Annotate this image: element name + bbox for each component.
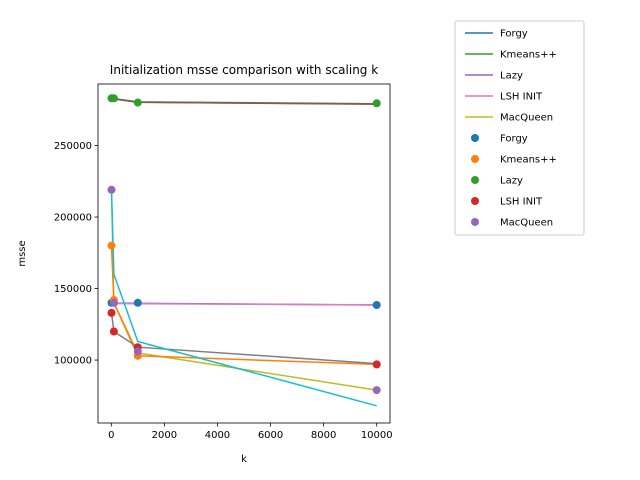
chart-title: Initialization msse comparison with scal… xyxy=(110,63,378,77)
legend-items: Forgy Kmeans++ Lazy LSH INIT MacQueen Forgy Km… xyxy=(465,29,557,229)
series-line-6 xyxy=(110,312,377,365)
legend-marker-swatch xyxy=(471,197,479,205)
legend-label: Forgy xyxy=(500,29,528,40)
legend-marker-swatch xyxy=(471,155,479,163)
x-axis-title: k xyxy=(241,454,247,465)
y-axis: 100000 150000 200000 250000 xyxy=(54,141,98,367)
x-tick-label: 4000 xyxy=(205,430,230,441)
scatter-point-3-1 xyxy=(109,327,118,336)
scatter-point-2-3 xyxy=(372,99,381,108)
x-tick-label: 2000 xyxy=(152,430,177,441)
scatter-point-4-3 xyxy=(372,386,381,395)
legend: Forgy Kmeans++ Lazy LSH INIT MacQueen Forgy Km… xyxy=(454,20,585,236)
x-tick-label: 10000 xyxy=(361,430,393,441)
scatter-point-1-0 xyxy=(107,241,116,250)
series-line-7 xyxy=(110,189,377,407)
scatter-point-3-3 xyxy=(372,360,381,369)
legend-label: MacQueen xyxy=(500,113,553,124)
scatter-point-4-1 xyxy=(109,298,118,307)
series-line-5 xyxy=(110,245,377,366)
y-tick-label: 100000 xyxy=(54,356,92,367)
scatter-point-0-2 xyxy=(133,298,142,307)
points-layer xyxy=(107,94,381,395)
x-axis: 0 2000 4000 6000 8000 10000 xyxy=(108,423,393,441)
plot-frame xyxy=(97,83,391,424)
legend-label: MacQueen xyxy=(500,218,553,229)
legend-label: Lazy xyxy=(500,71,523,82)
legend-label: LSH INIT xyxy=(500,197,543,208)
legend-label: LSH INIT xyxy=(500,92,543,103)
legend-label: Forgy xyxy=(500,134,528,145)
scatter-point-3-0 xyxy=(107,308,116,317)
legend-label: Kmeans++ xyxy=(500,50,557,61)
legend-marker-swatch xyxy=(471,176,479,184)
x-tick-label: 6000 xyxy=(258,430,283,441)
y-tick-label: 250000 xyxy=(54,141,92,152)
scatter-point-4-2 xyxy=(133,347,142,356)
scatter-point-4-0 xyxy=(107,185,116,194)
x-tick-label: 0 xyxy=(108,430,114,441)
legend-label: Kmeans++ xyxy=(500,155,557,166)
y-axis-title: msse xyxy=(17,240,28,266)
y-tick-label: 150000 xyxy=(54,284,92,295)
scatter-point-2-2 xyxy=(133,98,142,107)
y-tick-label: 200000 xyxy=(54,213,92,224)
legend-label: Lazy xyxy=(500,176,523,187)
legend-marker-swatch xyxy=(471,218,479,226)
legend-marker-swatch xyxy=(471,134,479,142)
x-tick-label: 8000 xyxy=(311,430,336,441)
scatter-point-2-1 xyxy=(109,94,118,103)
scatter-point-0-3 xyxy=(372,301,381,309)
